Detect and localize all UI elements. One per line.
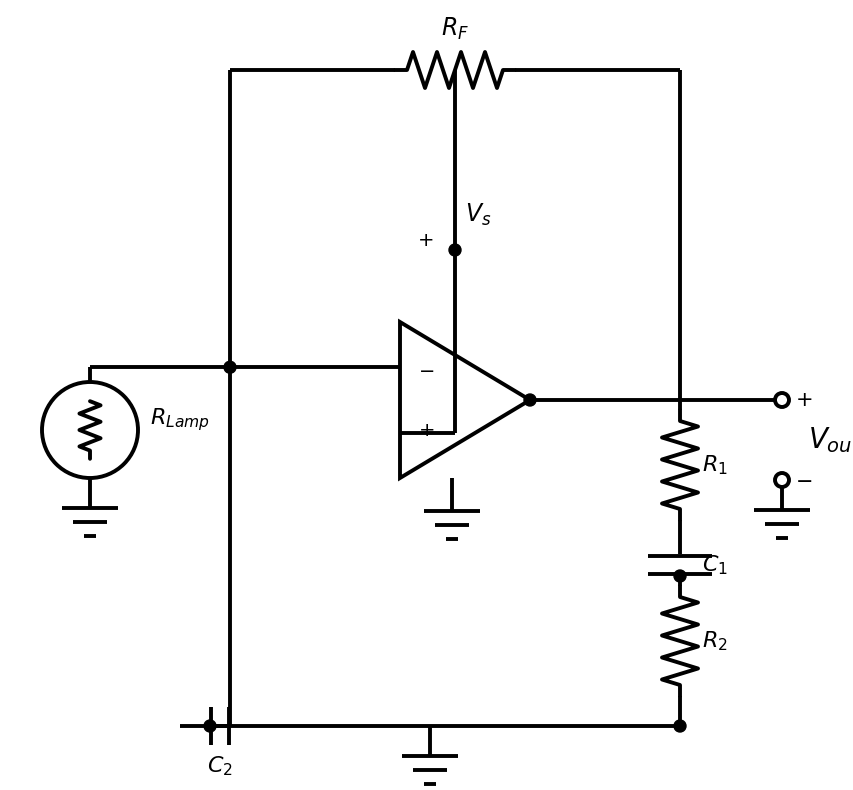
Text: $C_2$: $C_2$: [207, 754, 233, 777]
Text: $R_2$: $R_2$: [701, 629, 727, 653]
Circle shape: [204, 720, 216, 732]
Text: $V_s$: $V_s$: [464, 201, 490, 228]
Circle shape: [223, 361, 235, 373]
Text: $+$: $+$: [794, 390, 811, 410]
Text: $+$: $+$: [416, 231, 432, 250]
Text: $R_F$: $R_F$: [440, 16, 468, 42]
Text: $-$: $-$: [417, 359, 433, 378]
Circle shape: [774, 393, 788, 407]
Text: $R_1$: $R_1$: [701, 453, 727, 477]
Text: $+$: $+$: [417, 421, 434, 440]
Text: $-$: $-$: [794, 470, 811, 490]
Circle shape: [673, 570, 685, 582]
Circle shape: [673, 720, 685, 732]
Circle shape: [524, 394, 536, 406]
Text: $V_{out}$: $V_{out}$: [807, 425, 853, 455]
Text: $C_1$: $C_1$: [701, 553, 727, 577]
Circle shape: [774, 473, 788, 487]
Circle shape: [449, 244, 461, 256]
Text: $R_{Lamp}$: $R_{Lamp}$: [150, 407, 210, 434]
